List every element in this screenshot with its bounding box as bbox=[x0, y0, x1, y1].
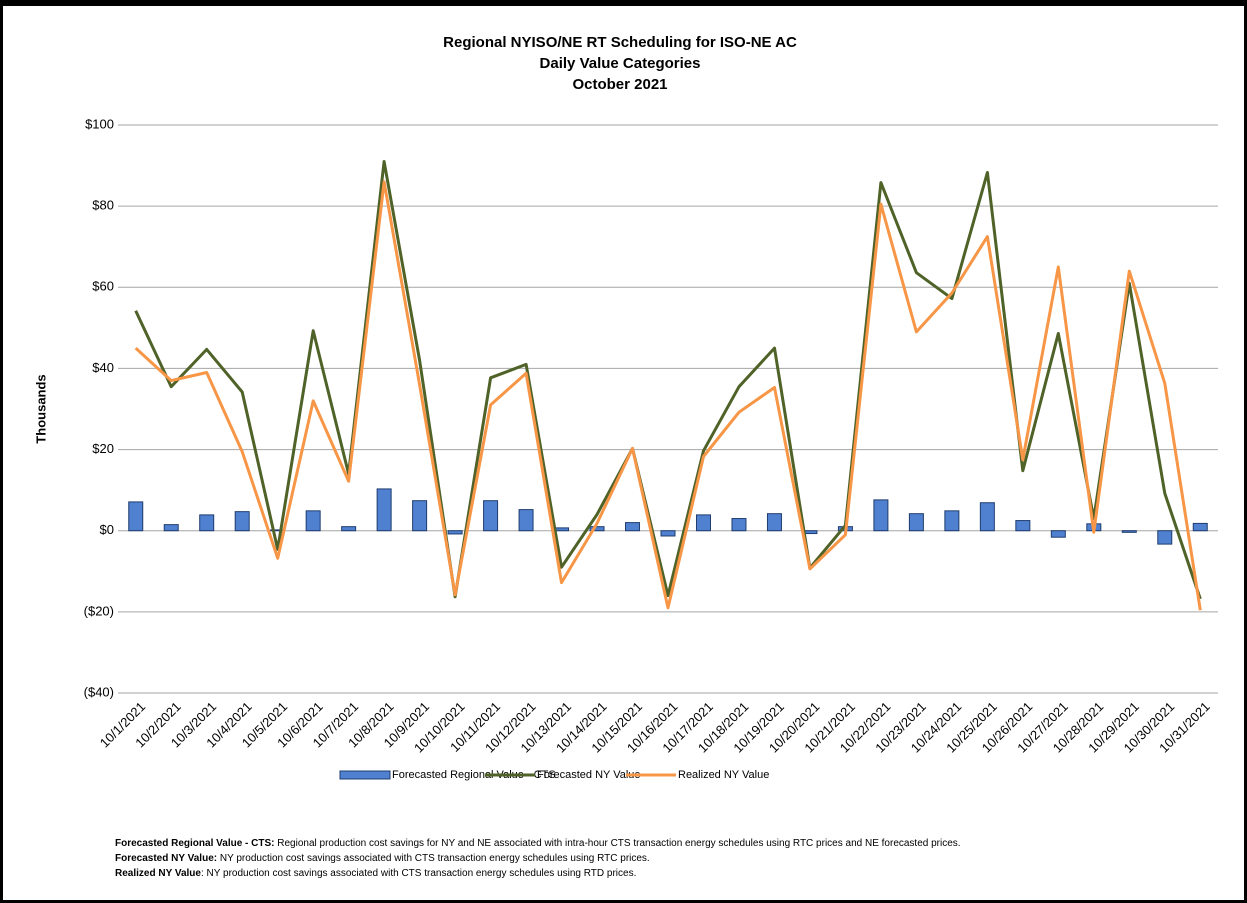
bar bbox=[979, 502, 995, 532]
footnote-term: Forecasted NY Value: bbox=[115, 853, 217, 864]
bar bbox=[589, 526, 605, 532]
bar bbox=[1157, 530, 1173, 545]
y-axis-label: Thousands bbox=[33, 374, 48, 443]
y-tick-label: $60 bbox=[92, 279, 114, 294]
bar bbox=[660, 530, 676, 537]
bar bbox=[412, 500, 428, 532]
bar bbox=[944, 510, 960, 532]
line bbox=[134, 160, 1202, 600]
y-tick-label: $20 bbox=[92, 441, 114, 456]
bar bbox=[128, 501, 144, 532]
bar bbox=[341, 526, 357, 532]
bar bbox=[234, 511, 250, 532]
bar bbox=[873, 499, 889, 532]
bar bbox=[199, 514, 215, 532]
bar bbox=[1192, 522, 1208, 532]
footnote: Forecasted NY Value: NY production cost … bbox=[115, 853, 650, 864]
footnote-text: NY production cost savings associated wi… bbox=[217, 853, 650, 864]
bar bbox=[483, 500, 499, 532]
y-tick-label: ($20) bbox=[84, 603, 114, 618]
bar bbox=[305, 510, 321, 532]
chart-title: Daily Value Categories bbox=[540, 55, 701, 72]
bar bbox=[695, 514, 711, 532]
footnote: Realized NY Value: NY production cost sa… bbox=[115, 868, 636, 879]
chart-title: Regional NYISO/NE RT Scheduling for ISO-… bbox=[443, 34, 797, 51]
bar bbox=[163, 524, 179, 532]
bar bbox=[625, 522, 641, 532]
y-tick-label: $40 bbox=[92, 360, 114, 375]
line bbox=[134, 180, 1202, 611]
bar bbox=[766, 513, 782, 532]
footnote-term: Realized NY Value bbox=[115, 868, 201, 879]
bar bbox=[447, 530, 463, 535]
bar bbox=[376, 488, 392, 532]
y-tick-label: $80 bbox=[92, 198, 114, 213]
bar bbox=[731, 518, 747, 532]
legend-label: Realized NY Value bbox=[678, 769, 769, 781]
footnote-text: : NY production cost savings associated … bbox=[201, 868, 636, 879]
bar bbox=[518, 509, 534, 532]
bar bbox=[554, 527, 570, 532]
y-tick-label: $100 bbox=[85, 116, 114, 131]
bar bbox=[1121, 530, 1137, 533]
bar bbox=[1050, 530, 1066, 538]
footnote: Forecasted Regional Value - CTS: Regiona… bbox=[115, 838, 961, 849]
legend-label: Forecasted Regional Value - CTS bbox=[392, 769, 556, 781]
y-tick-label: $0 bbox=[100, 522, 114, 537]
bar bbox=[908, 513, 924, 532]
chart-title: October 2021 bbox=[572, 76, 667, 93]
y-tick-label: ($40) bbox=[84, 684, 114, 699]
footnote-text: Regional production cost savings for NY … bbox=[274, 838, 960, 849]
legend-swatch bbox=[339, 770, 391, 780]
footnote-term: Forecasted Regional Value - CTS: bbox=[115, 838, 274, 849]
bar bbox=[1015, 520, 1031, 532]
legend-label: Forecasted NY Value bbox=[537, 769, 641, 781]
